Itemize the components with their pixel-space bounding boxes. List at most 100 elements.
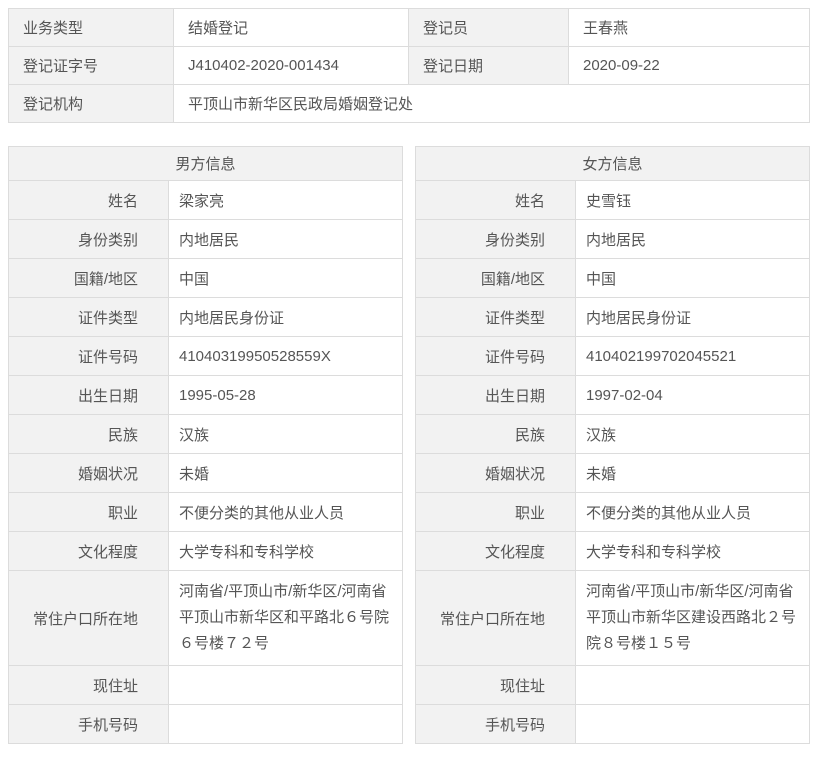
field-label: 姓名 [8, 180, 169, 220]
field-label: 常住户口所在地 [8, 570, 169, 666]
field-label: 婚姻状况 [8, 453, 169, 493]
table-row: 出生日期 1995-05-28 [8, 375, 404, 415]
table-row: 手机号码 [8, 704, 404, 744]
field-label: 职业 [8, 492, 169, 532]
table-row: 出生日期 1997-02-04 [415, 375, 811, 415]
table-row: 登记证字号 J410402-2020-001434 登记日期 2020-09-2… [8, 46, 810, 85]
field-value [167, 704, 404, 744]
female-table-title: 女方信息 [414, 146, 811, 181]
field-label: 证件号码 [415, 336, 576, 376]
field-value: 410402199702045521 [574, 336, 811, 376]
table-row: 登记机构 平顶山市新华区民政局婚姻登记处 [8, 84, 810, 123]
field-value: 内地居民身份证 [574, 297, 811, 337]
field-label-registration-date: 登记日期 [408, 46, 569, 85]
field-label: 出生日期 [415, 375, 576, 415]
field-label: 证件类型 [8, 297, 169, 337]
field-value: 未婚 [167, 453, 404, 493]
table-row: 文化程度 大学专科和专科学校 [415, 531, 811, 571]
field-value [167, 665, 404, 705]
field-value: 内地居民 [574, 219, 811, 259]
field-label: 姓名 [415, 180, 576, 220]
table-row: 身份类别 内地居民 [8, 219, 404, 259]
field-value-certificate-no: J410402-2020-001434 [173, 46, 409, 85]
field-label: 常住户口所在地 [415, 570, 576, 666]
marriage-registration-record: 业务类型 结婚登记 登记员 王春燕 登记证字号 J410402-2020-001… [7, 8, 811, 744]
field-label: 现住址 [415, 665, 576, 705]
field-value: 1995-05-28 [167, 375, 404, 415]
table-row: 职业 不便分类的其他从业人员 [415, 492, 811, 532]
table-row: 证件类型 内地居民身份证 [8, 297, 404, 337]
table-row: 证件类型 内地居民身份证 [415, 297, 811, 337]
table-header-row: 女方信息 [414, 146, 811, 181]
field-value: 内地居民身份证 [167, 297, 404, 337]
field-value: 41040319950528559X [167, 336, 404, 376]
field-value-registrar: 王春燕 [568, 8, 810, 47]
field-label: 证件号码 [8, 336, 169, 376]
field-value: 大学专科和专科学校 [167, 531, 404, 571]
table-header-row: 男方信息 [7, 146, 404, 181]
field-value: 中国 [574, 258, 811, 298]
table-row: 证件号码 410402199702045521 [415, 336, 811, 376]
field-value: 不便分类的其他从业人员 [574, 492, 811, 532]
field-label: 国籍/地区 [8, 258, 169, 298]
field-value-registration-office: 平顶山市新华区民政局婚姻登记处 [173, 84, 810, 123]
table-row: 国籍/地区 中国 [8, 258, 404, 298]
table-row: 身份类别 内地居民 [415, 219, 811, 259]
field-label: 职业 [415, 492, 576, 532]
field-label: 手机号码 [8, 704, 169, 744]
field-label: 出生日期 [8, 375, 169, 415]
field-label: 文化程度 [8, 531, 169, 571]
table-row: 文化程度 大学专科和专科学校 [8, 531, 404, 571]
table-row: 国籍/地区 中国 [415, 258, 811, 298]
field-label: 身份类别 [8, 219, 169, 259]
field-label-registration-office: 登记机构 [8, 84, 174, 123]
table-row: 常住户口所在地 河南省/平顶山市/新华区/河南省平顶山市新华区建设西路北２号院８… [415, 570, 811, 666]
field-label: 身份类别 [415, 219, 576, 259]
male-table-title: 男方信息 [7, 146, 404, 181]
field-value [574, 665, 811, 705]
table-row: 姓名 史雪钰 [415, 180, 811, 220]
table-row: 手机号码 [415, 704, 811, 744]
field-value: 不便分类的其他从业人员 [167, 492, 404, 532]
table-row: 婚姻状况 未婚 [415, 453, 811, 493]
field-value: 未婚 [574, 453, 811, 493]
field-value: 1997-02-04 [574, 375, 811, 415]
field-value: 内地居民 [167, 219, 404, 259]
female-info-table: 女方信息 姓名 史雪钰 身份类别 内地居民 国籍/地区 中国 证件类型 内地居民… [414, 146, 811, 744]
field-label-certificate-no: 登记证字号 [8, 46, 174, 85]
registration-info-table: 业务类型 结婚登记 登记员 王春燕 登记证字号 J410402-2020-001… [8, 8, 810, 123]
table-row: 证件号码 41040319950528559X [8, 336, 404, 376]
field-label: 现住址 [8, 665, 169, 705]
field-label: 民族 [415, 414, 576, 454]
field-value: 中国 [167, 258, 404, 298]
field-value [574, 704, 811, 744]
field-label: 文化程度 [415, 531, 576, 571]
field-value: 汉族 [167, 414, 404, 454]
field-label: 国籍/地区 [415, 258, 576, 298]
table-row: 现住址 [415, 665, 811, 705]
field-value: 梁家亮 [167, 180, 404, 220]
field-label-registrar: 登记员 [408, 8, 569, 47]
field-value: 史雪钰 [574, 180, 811, 220]
field-value-registration-date: 2020-09-22 [568, 46, 810, 85]
field-label: 民族 [8, 414, 169, 454]
table-row: 现住址 [8, 665, 404, 705]
field-value: 河南省/平顶山市/新华区/河南省平顶山市新华区建设西路北２号院８号楼１５号 [574, 570, 811, 666]
female-info-panel: 女方信息 姓名 史雪钰 身份类别 内地居民 国籍/地区 中国 证件类型 内地居民… [414, 146, 811, 744]
parties-section: 男方信息 姓名 梁家亮 身份类别 内地居民 国籍/地区 中国 证件类型 内地居民… [7, 146, 811, 744]
male-info-table: 男方信息 姓名 梁家亮 身份类别 内地居民 国籍/地区 中国 证件类型 内地居民… [7, 146, 404, 744]
field-value-business-type: 结婚登记 [173, 8, 409, 47]
field-label: 手机号码 [415, 704, 576, 744]
table-row: 婚姻状况 未婚 [8, 453, 404, 493]
field-label: 婚姻状况 [415, 453, 576, 493]
table-row: 职业 不便分类的其他从业人员 [8, 492, 404, 532]
field-label: 证件类型 [415, 297, 576, 337]
table-row: 姓名 梁家亮 [8, 180, 404, 220]
table-row: 业务类型 结婚登记 登记员 王春燕 [8, 8, 810, 47]
field-value: 河南省/平顶山市/新华区/河南省平顶山市新华区和平路北６号院６号楼７２号 [167, 570, 404, 666]
field-label-business-type: 业务类型 [8, 8, 174, 47]
table-row: 常住户口所在地 河南省/平顶山市/新华区/河南省平顶山市新华区和平路北６号院６号… [8, 570, 404, 666]
table-row: 民族 汉族 [8, 414, 404, 454]
field-value: 汉族 [574, 414, 811, 454]
male-info-panel: 男方信息 姓名 梁家亮 身份类别 内地居民 国籍/地区 中国 证件类型 内地居民… [7, 146, 404, 744]
